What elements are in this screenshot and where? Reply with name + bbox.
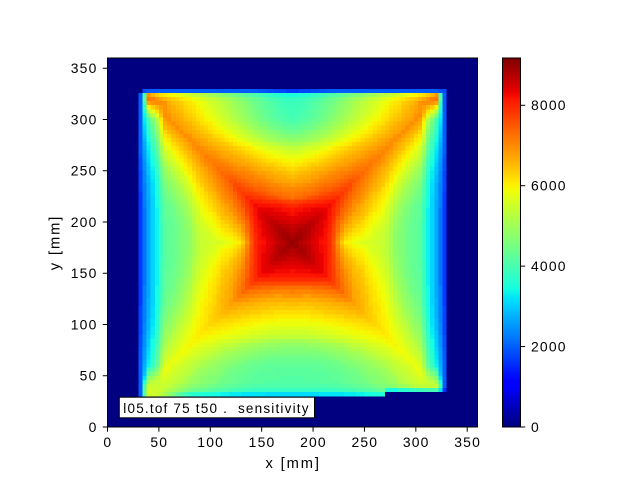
- svg-text:150: 150: [71, 265, 98, 281]
- svg-text:50: 50: [150, 434, 168, 450]
- svg-text:8000: 8000: [531, 97, 567, 113]
- svg-text:0: 0: [531, 419, 540, 435]
- svg-text:0: 0: [103, 434, 112, 450]
- svg-text:150: 150: [249, 434, 276, 450]
- svg-text:50: 50: [80, 368, 98, 384]
- svg-text:200: 200: [300, 434, 327, 450]
- svg-text:100: 100: [197, 434, 224, 450]
- svg-text:250: 250: [71, 163, 98, 179]
- svg-text:350: 350: [454, 434, 481, 450]
- svg-text:250: 250: [351, 434, 378, 450]
- svg-text:100: 100: [71, 316, 98, 332]
- svg-text:x [mm]: x [mm]: [265, 456, 320, 472]
- svg-text:4000: 4000: [531, 258, 567, 274]
- svg-text:350: 350: [71, 60, 98, 76]
- svg-text:300: 300: [71, 111, 98, 127]
- svg-text:y [mm]: y [mm]: [48, 215, 64, 270]
- svg-text:300: 300: [403, 434, 430, 450]
- svg-text:6000: 6000: [531, 178, 567, 194]
- svg-text:0: 0: [89, 419, 98, 435]
- svg-text:200: 200: [71, 214, 98, 230]
- svg-text:2000: 2000: [531, 338, 567, 354]
- svg-text:l05.tof 75 t50 . sensitivity: l05.tof 75 t50 . sensitivity: [123, 401, 309, 416]
